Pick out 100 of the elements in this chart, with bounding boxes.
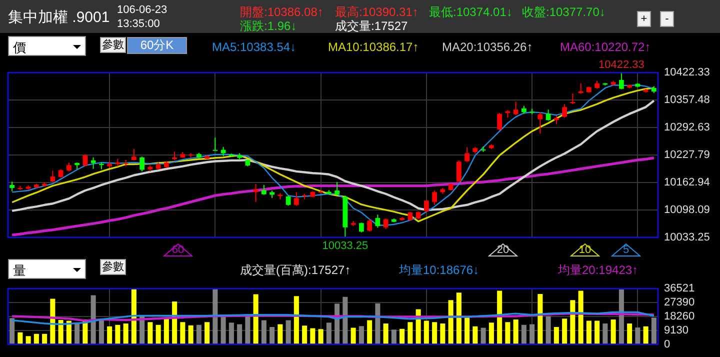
text: 價 — [13, 39, 26, 57]
bar — [464, 317, 470, 344]
y-tick-label: 10357.48 — [664, 94, 710, 106]
bar — [131, 288, 136, 344]
bar — [358, 326, 364, 344]
bar — [310, 328, 316, 344]
candlestick — [132, 148, 136, 161]
candlestick — [334, 182, 340, 196]
annotation: 10033.25 — [322, 240, 368, 252]
bar — [196, 324, 202, 344]
bar — [456, 292, 462, 344]
candlestick — [619, 72, 624, 90]
y-tick-label: 0 — [664, 338, 670, 350]
bar — [123, 323, 128, 344]
bar — [148, 322, 153, 344]
candlestick — [220, 146, 226, 157]
candlestick — [464, 146, 470, 162]
y-tick-label: 10098.09 — [664, 204, 710, 216]
bar — [10, 318, 15, 344]
bar — [18, 332, 23, 344]
candlestick — [212, 137, 218, 152]
candlestick — [432, 190, 437, 206]
bar — [513, 319, 518, 344]
candlestick — [367, 218, 372, 232]
bar — [42, 334, 48, 344]
candlestick — [294, 192, 299, 206]
bar — [383, 323, 388, 344]
bar — [562, 318, 568, 344]
text: 60分K — [128, 38, 186, 53]
text: MA10:10386.17↑ — [328, 40, 419, 54]
bar — [505, 322, 510, 344]
bar — [342, 296, 348, 344]
bar — [66, 320, 72, 344]
text: 成交量:17527 — [335, 18, 408, 35]
text: 最高:10390.31↑ — [335, 4, 418, 20]
bar — [278, 324, 283, 344]
text: 最低:10374.01↓ — [429, 4, 512, 21]
text: 參數 — [101, 38, 125, 52]
y-tick-label: 27390 — [664, 296, 695, 309]
candlestick — [359, 222, 364, 233]
candlestick — [90, 156, 96, 170]
bar — [367, 320, 372, 344]
bar — [400, 328, 405, 344]
text: 13:35:00 — [117, 18, 160, 30]
bar — [188, 325, 194, 344]
bar — [530, 324, 535, 344]
bar — [58, 320, 64, 344]
bar — [212, 288, 218, 344]
candlestick — [140, 156, 144, 172]
bar — [375, 303, 380, 344]
bar — [488, 322, 494, 344]
text: 量 — [13, 262, 26, 280]
bar — [538, 294, 543, 344]
candlestick — [424, 200, 429, 213]
bar — [602, 323, 608, 344]
y-tick-label: 10033.25 — [664, 231, 710, 244]
bar — [237, 324, 242, 344]
annotation: 10422.33 — [598, 59, 644, 72]
text: 均量20:19423↑ — [558, 262, 638, 279]
candlestick — [562, 104, 567, 118]
bar — [594, 320, 600, 344]
candlestick — [513, 101, 518, 116]
y-tick-label: 36521 — [664, 282, 695, 295]
candlestick — [538, 112, 543, 134]
bar — [302, 326, 308, 344]
candlestick — [10, 181, 14, 192]
candlestick — [456, 160, 462, 183]
chart-title: 集中加權 .9001 — [8, 8, 110, 27]
bar — [578, 290, 584, 344]
candlestick — [546, 109, 551, 122]
candlestick — [578, 82, 584, 94]
bar — [98, 320, 104, 344]
series-label: 成交量(百萬):17527↑ — [240, 262, 351, 279]
bar — [204, 322, 210, 344]
bar — [546, 316, 551, 344]
bar — [26, 336, 31, 344]
bar — [294, 296, 299, 344]
bar — [480, 328, 486, 344]
text: 收盤:10377.70↓ — [522, 4, 606, 21]
candlestick — [383, 218, 388, 230]
bar — [618, 289, 624, 344]
y-tick-label: 10162.94 — [664, 176, 710, 188]
bar — [440, 323, 446, 344]
bar — [253, 294, 258, 344]
bar — [472, 326, 478, 344]
text: 開盤:10386.08↑ — [240, 4, 324, 20]
text: + — [638, 12, 650, 26]
bar — [497, 290, 502, 344]
bar — [570, 300, 576, 344]
bar — [180, 322, 186, 344]
candlestick — [375, 214, 380, 228]
text: MA60:10220.72↑ — [560, 40, 651, 54]
bar — [610, 319, 616, 344]
candlestick — [286, 195, 291, 206]
bar — [448, 300, 454, 344]
text: 106-06-23 — [117, 4, 168, 16]
bar — [107, 326, 112, 344]
bar — [643, 326, 648, 344]
text: MA5:10383.54↓ — [212, 40, 296, 54]
y-tick-label: 9130 — [664, 324, 688, 336]
